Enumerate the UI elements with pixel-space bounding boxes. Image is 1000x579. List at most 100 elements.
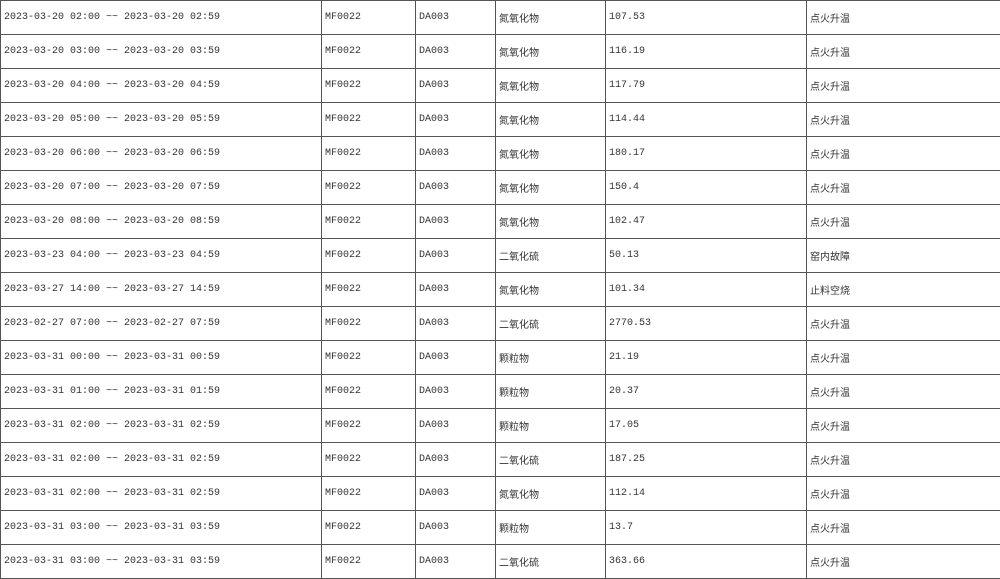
value-cell: 150.4 (606, 171, 807, 205)
pollutant-cell: 二氧化硫 (496, 443, 606, 477)
company-code-cell: MF0022 (322, 69, 416, 103)
time-period-cell: 2023-03-31 02:00 ~~ 2023-03-31 02:59 (1, 443, 322, 477)
time-period-cell: 2023-03-20 06:00 ~~ 2023-03-20 06:59 (1, 137, 322, 171)
company-code-cell: MF0022 (322, 307, 416, 341)
pollutant-cell: 二氧化硫 (496, 545, 606, 579)
pollutant-cell: 颗粒物 (496, 341, 606, 375)
time-period-cell: 2023-03-31 03:00 ~~ 2023-03-31 03:59 (1, 545, 322, 579)
pollutant-cell: 氮氧化物 (496, 273, 606, 307)
pollutant-cell: 氮氧化物 (496, 69, 606, 103)
time-period-cell: 2023-03-31 02:00 ~~ 2023-03-31 02:59 (1, 477, 322, 511)
reason-cell: 点火升温 (807, 171, 1000, 205)
reason-cell: 点火升温 (807, 307, 1000, 341)
reason-cell: 点火升温 (807, 35, 1000, 69)
outlet-code-cell: DA003 (416, 341, 496, 375)
company-code-cell: MF0022 (322, 409, 416, 443)
company-code-cell: MF0022 (322, 239, 416, 273)
pollutant-cell: 氮氧化物 (496, 103, 606, 137)
pollutant-cell: 氮氧化物 (496, 35, 606, 69)
outlet-code-cell: DA003 (416, 35, 496, 69)
company-code-cell: MF0022 (322, 545, 416, 579)
company-code-cell: MF0022 (322, 103, 416, 137)
reason-cell: 点火升温 (807, 511, 1000, 545)
value-cell: 50.13 (606, 239, 807, 273)
value-cell: 20.37 (606, 375, 807, 409)
pollutant-cell: 氮氧化物 (496, 137, 606, 171)
time-period-cell: 2023-03-20 08:00 ~~ 2023-03-20 08:59 (1, 205, 322, 239)
reason-cell: 点火升温 (807, 545, 1000, 579)
outlet-code-cell: DA003 (416, 409, 496, 443)
value-cell: 2770.53 (606, 307, 807, 341)
reason-cell: 点火升温 (807, 1, 1000, 35)
company-code-cell: MF0022 (322, 477, 416, 511)
company-code-cell: MF0022 (322, 273, 416, 307)
time-period-cell: 2023-03-20 03:00 ~~ 2023-03-20 03:59 (1, 35, 322, 69)
time-period-cell: 2023-03-23 04:00 ~~ 2023-03-23 04:59 (1, 239, 322, 273)
value-cell: 187.25 (606, 443, 807, 477)
outlet-code-cell: DA003 (416, 307, 496, 341)
company-code-cell: MF0022 (322, 341, 416, 375)
outlet-code-cell: DA003 (416, 69, 496, 103)
value-cell: 102.47 (606, 205, 807, 239)
reason-cell: 点火升温 (807, 103, 1000, 137)
reason-cell: 点火升温 (807, 69, 1000, 103)
outlet-code-cell: DA003 (416, 273, 496, 307)
reason-cell: 止料空烧 (807, 273, 1000, 307)
value-cell: 117.79 (606, 69, 807, 103)
company-code-cell: MF0022 (322, 511, 416, 545)
pollutant-cell: 氮氧化物 (496, 477, 606, 511)
outlet-code-cell: DA003 (416, 511, 496, 545)
reason-cell: 点火升温 (807, 409, 1000, 443)
time-period-cell: 2023-03-27 14:00 ~~ 2023-03-27 14:59 (1, 273, 322, 307)
outlet-code-cell: DA003 (416, 443, 496, 477)
value-cell: 180.17 (606, 137, 807, 171)
value-cell: 107.53 (606, 1, 807, 35)
outlet-code-cell: DA003 (416, 375, 496, 409)
outlet-code-cell: DA003 (416, 477, 496, 511)
time-period-cell: 2023-03-31 00:00 ~~ 2023-03-31 00:59 (1, 341, 322, 375)
reason-cell: 点火升温 (807, 443, 1000, 477)
value-cell: 112.14 (606, 477, 807, 511)
value-cell: 114.44 (606, 103, 807, 137)
pollutant-cell: 颗粒物 (496, 375, 606, 409)
value-cell: 101.34 (606, 273, 807, 307)
value-cell: 116.19 (606, 35, 807, 69)
time-period-cell: 2023-03-20 05:00 ~~ 2023-03-20 05:59 (1, 103, 322, 137)
time-period-cell: 2023-03-20 02:00 ~~ 2023-03-20 02:59 (1, 1, 322, 35)
value-cell: 363.66 (606, 545, 807, 579)
pollutant-cell: 颗粒物 (496, 409, 606, 443)
outlet-code-cell: DA003 (416, 545, 496, 579)
reason-cell: 点火升温 (807, 137, 1000, 171)
pollutant-cell: 二氧化硫 (496, 239, 606, 273)
time-period-cell: 2023-03-20 04:00 ~~ 2023-03-20 04:59 (1, 69, 322, 103)
time-period-cell: 2023-02-27 07:00 ~~ 2023-02-27 07:59 (1, 307, 322, 341)
reason-cell: 窑内故障 (807, 239, 1000, 273)
company-code-cell: MF0022 (322, 35, 416, 69)
pollutant-cell: 颗粒物 (496, 511, 606, 545)
reason-cell: 点火升温 (807, 477, 1000, 511)
outlet-code-cell: DA003 (416, 103, 496, 137)
value-cell: 17.05 (606, 409, 807, 443)
pollutant-cell: 氮氧化物 (496, 205, 606, 239)
outlet-code-cell: DA003 (416, 1, 496, 35)
outlet-code-cell: DA003 (416, 137, 496, 171)
value-cell: 21.19 (606, 341, 807, 375)
company-code-cell: MF0022 (322, 171, 416, 205)
reason-cell: 点火升温 (807, 205, 1000, 239)
time-period-cell: 2023-03-31 01:00 ~~ 2023-03-31 01:59 (1, 375, 322, 409)
